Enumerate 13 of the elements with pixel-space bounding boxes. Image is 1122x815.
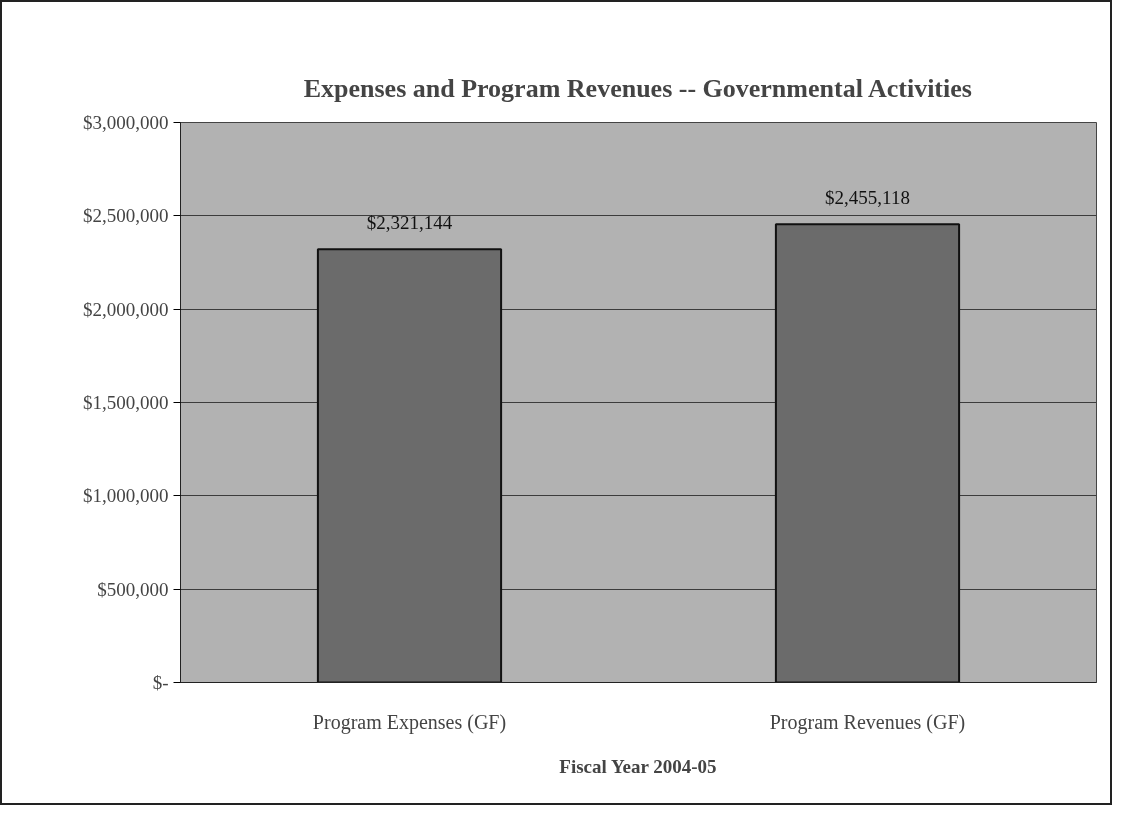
y-tick-label: $1,500,000	[83, 392, 169, 413]
data-label: $2,455,118	[825, 187, 910, 209]
x-axis-title: Fiscal Year 2004-05	[559, 755, 717, 777]
y-tick-label: $500,000	[97, 578, 169, 600]
y-tick-label: $3,000,000	[83, 112, 169, 133]
y-tick-label: $1,000,000	[83, 485, 169, 507]
x-tick-label: Program Revenues (GF)	[769, 710, 966, 734]
data-label: $2,321,144	[366, 212, 453, 234]
chart-title: Expenses and Program Revenues -- Governmental Activities	[303, 73, 972, 103]
x-tick-label: Program Expenses (GF)	[312, 710, 507, 734]
y-tick-label: $2,500,000	[83, 205, 169, 227]
y-tick-label: $-	[152, 672, 169, 693]
y-tick-label: $2,000,000	[83, 298, 169, 320]
